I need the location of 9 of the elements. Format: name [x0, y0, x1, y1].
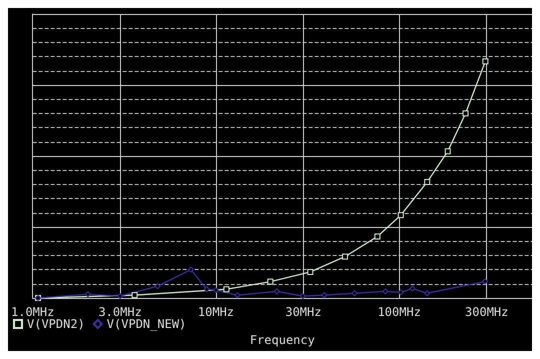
legend-label: V(VPDN2) — [27, 317, 85, 331]
x-tick-label: 100MHz — [378, 305, 421, 319]
x-tick-label: 300MHz — [465, 305, 508, 319]
x-tick-label: 1.0MHz — [10, 305, 54, 319]
legend-label: V(VPDN_NEW) — [106, 317, 186, 331]
x-tick-label: 3.0MHz — [98, 305, 142, 319]
x-tick-label: 10MHz — [198, 305, 234, 319]
x-tick-label: 30MHz — [285, 305, 322, 319]
x-axis-title: Frequency — [250, 333, 315, 347]
